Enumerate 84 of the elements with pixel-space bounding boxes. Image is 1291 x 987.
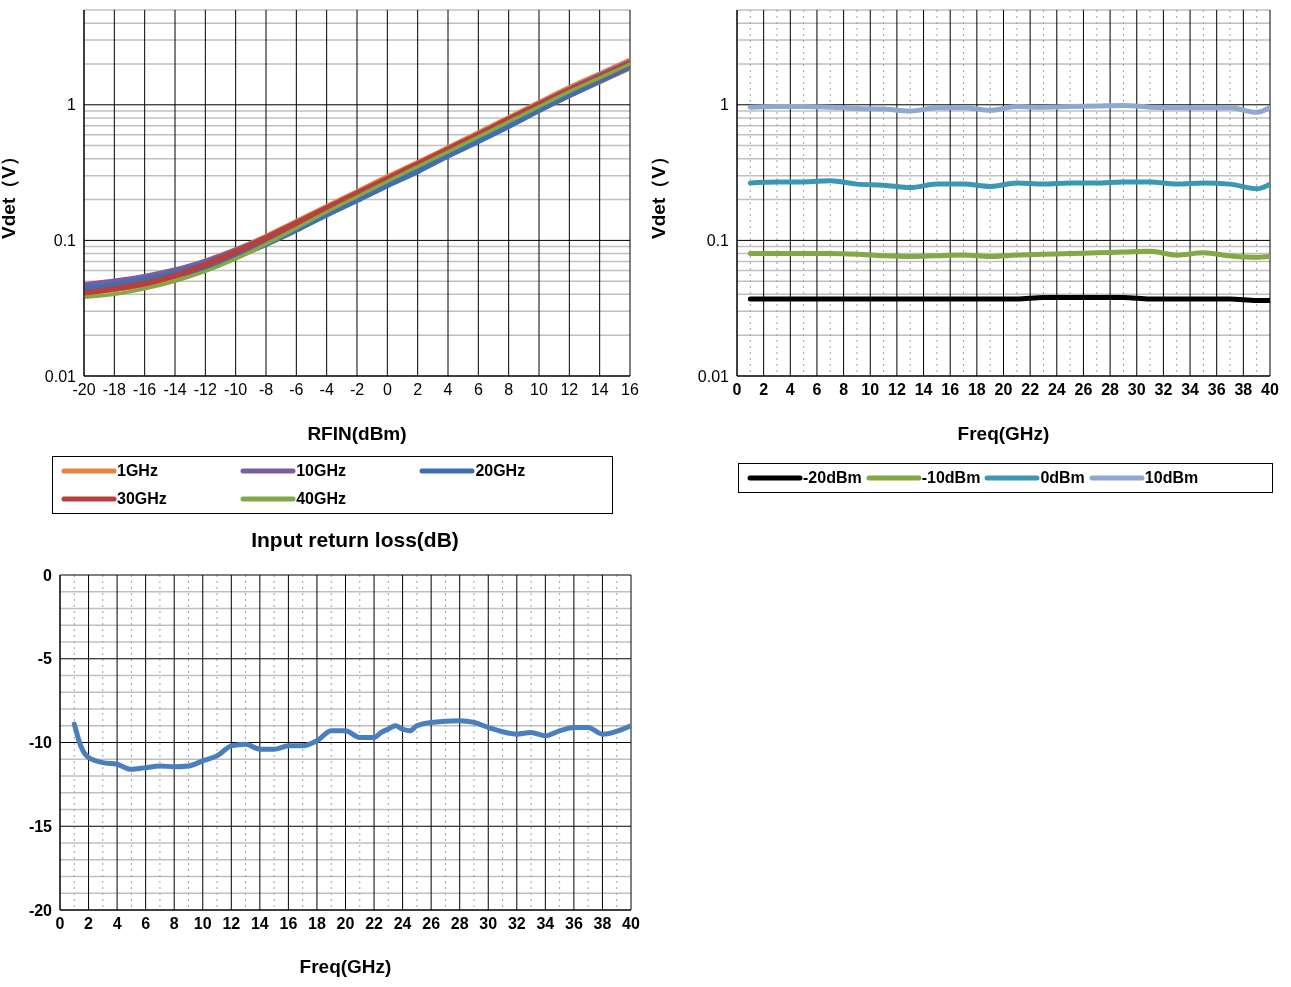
x-tick-label: 34 (1181, 381, 1200, 399)
y-tick-label: -10 (28, 734, 53, 752)
x-tick-label: 18 (308, 915, 326, 933)
x-tick-label: 26 (1074, 381, 1093, 399)
x-tick-label: 30 (1127, 381, 1146, 399)
x-tick-label: 34 (536, 915, 555, 933)
x-tick-label: 40 (622, 915, 640, 933)
legend-label: 40GHz (296, 490, 346, 508)
x-tick-label: 32 (507, 915, 526, 933)
x-tick-label: 22 (1021, 381, 1040, 399)
x-tick-label: 36 (1207, 381, 1226, 399)
legend-label: 10GHz (296, 462, 346, 480)
x-tick-label: -10 (224, 381, 248, 399)
x-tick-label: 10 (193, 915, 212, 933)
x-tick-label: -4 (319, 381, 334, 399)
x-tick-label: -6 (289, 381, 304, 399)
x-tick-label: 20 (994, 381, 1013, 399)
x-tick-label: 22 (365, 915, 384, 933)
x-tick-label: 10 (530, 381, 548, 399)
x-tick-label: 12 (888, 381, 906, 399)
x-tick-label: 4 (443, 381, 453, 399)
legend-label: 30GHz (117, 490, 167, 508)
x-tick-label: 20 (336, 915, 355, 933)
x-axis-title: RFIN(dBm) (307, 423, 407, 444)
x-tick-label: 12 (560, 381, 579, 399)
x-tick-label: 8 (839, 381, 849, 399)
x-tick-label: 6 (141, 915, 151, 933)
y-axis-title: Vdet（V） (647, 147, 669, 239)
x-tick-label: 16 (621, 381, 639, 399)
x-tick-label: -16 (133, 381, 157, 399)
x-tick-label: 16 (279, 915, 298, 933)
y-axis-title: Vdet（V） (0, 147, 19, 239)
x-tick-label: 32 (1154, 381, 1173, 399)
x-tick-label: 24 (1047, 381, 1066, 399)
legend-label: 0dBm (1040, 469, 1085, 487)
x-tick-label: 38 (1234, 381, 1253, 399)
x-tick-label: 30 (479, 915, 498, 933)
y-tick-label: -5 (37, 650, 53, 668)
legend-label: 10dBm (1144, 469, 1199, 487)
legend-label: -20dBm (803, 469, 862, 487)
x-tick-label: 4 (112, 915, 122, 933)
x-tick-label: 8 (169, 915, 179, 933)
x-tick-label: 24 (393, 915, 412, 933)
x-axis-title: Freq(GHz) (957, 423, 1050, 444)
x-tick-label: 0 (732, 381, 742, 399)
x-tick-label: -2 (349, 381, 365, 399)
x-tick-label: 14 (914, 381, 933, 399)
x-tick-label: 8 (504, 381, 514, 399)
x-tick-label: 16 (941, 381, 960, 399)
y-tick-label: 0.01 (697, 367, 730, 385)
legend-label: -10dBm (921, 469, 981, 487)
x-tick-label: -12 (193, 381, 217, 399)
legend-label: 20GHz (475, 462, 526, 480)
x-tick-label: 4 (785, 381, 795, 399)
y-tick-label: -20 (28, 901, 53, 919)
y-tick-label: 0 (43, 566, 53, 584)
x-tick-label: 36 (565, 915, 583, 933)
x-tick-label: 14 (250, 915, 269, 933)
x-tick-label: 28 (450, 915, 469, 933)
x-tick-label: 12 (222, 915, 241, 933)
x-tick-label: -8 (258, 381, 274, 399)
x-tick-label: 28 (1101, 381, 1120, 399)
y-tick-label: 1 (67, 96, 77, 114)
y-tick-label: -15 (28, 817, 53, 835)
x-tick-label: -14 (163, 381, 187, 399)
y-tick-label: 0.1 (53, 232, 77, 250)
x-tick-label: 40 (1261, 381, 1279, 399)
x-tick-label: 18 (967, 381, 986, 399)
x-tick-label: 2 (84, 915, 94, 933)
y-tick-label: 1 (720, 96, 730, 114)
x-tick-label: 26 (422, 915, 441, 933)
x-axis-title: Freq(GHz) (299, 956, 392, 977)
x-tick-label: 10 (861, 381, 880, 399)
x-tick-label: 6 (473, 381, 483, 399)
x-tick-label: 6 (812, 381, 822, 399)
x-tick-label: 14 (590, 381, 609, 399)
chart-title: Input return loss(dB) (250, 528, 460, 553)
legend-label: 1GHz (117, 462, 158, 480)
y-tick-label: 0.1 (706, 232, 730, 250)
x-tick-label: 2 (413, 381, 423, 399)
x-tick-label: -18 (102, 381, 126, 399)
x-tick-label: 38 (593, 915, 612, 933)
x-tick-label: 0 (382, 381, 392, 399)
x-tick-label: 2 (759, 381, 769, 399)
